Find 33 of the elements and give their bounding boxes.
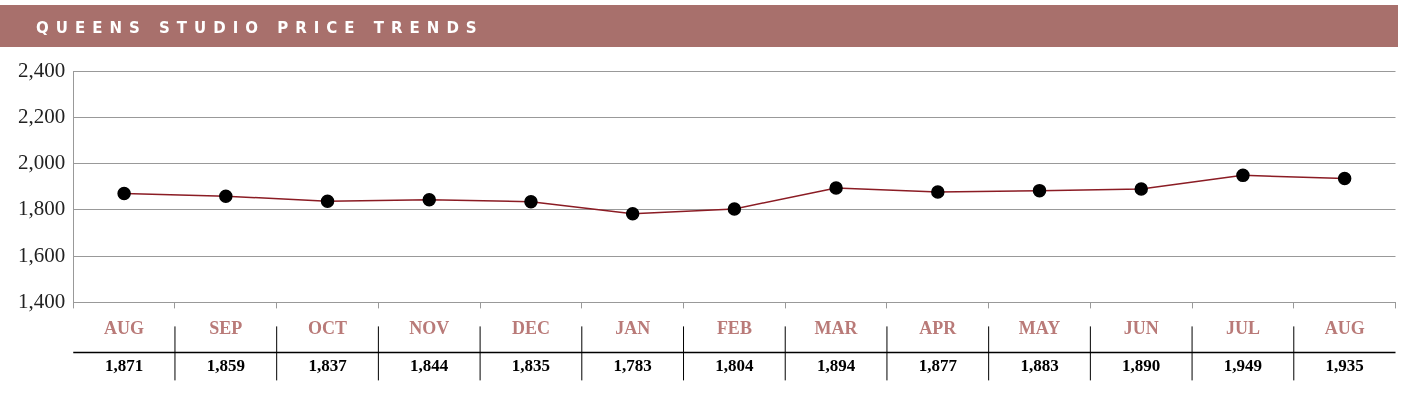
- data-label: 1,935: [1325, 355, 1364, 375]
- y-tick-label: 2,200: [18, 103, 66, 128]
- x-tick-label: AUG: [104, 317, 145, 338]
- data-label: 1,894: [816, 355, 856, 375]
- y-tick-label: 1,400: [18, 288, 66, 313]
- x-tick-label: FEB: [716, 317, 752, 338]
- x-tick-label: JUN: [1123, 317, 1159, 338]
- data-label: 1,859: [206, 355, 245, 375]
- data-label: 1,835: [511, 355, 551, 375]
- data-label: 1,804: [715, 355, 754, 375]
- x-tick-label: DEC: [511, 317, 550, 338]
- data-label: 1,844: [410, 355, 449, 375]
- data-label: 1,890: [1122, 355, 1161, 375]
- x-tick-label: MAR: [814, 317, 859, 338]
- data-label: 1,783: [613, 355, 652, 375]
- x-tick-label: SEP: [209, 317, 243, 338]
- y-tick-label: 2,000: [18, 150, 66, 175]
- x-tick-label: OCT: [308, 317, 348, 338]
- x-tick-label: NOV: [409, 317, 450, 338]
- data-label: 1,883: [1020, 355, 1059, 375]
- y-tick-label: 2,400: [18, 57, 66, 82]
- x-tick-label: MAY: [1018, 317, 1061, 338]
- data-label: 1,877: [918, 355, 958, 375]
- chart-title: QUEENS STUDIO PRICE TRENDS: [0, 5, 1398, 47]
- x-tick-label: AUG: [1324, 317, 1365, 338]
- data-label: 1,837: [308, 355, 348, 375]
- data-label: 1,871: [104, 355, 144, 375]
- x-tick-label: JUL: [1225, 317, 1260, 338]
- x-tick-label: JAN: [615, 317, 651, 338]
- x-tick-label: APR: [919, 317, 958, 338]
- data-label: 1,949: [1223, 355, 1263, 375]
- y-tick-label: 1,600: [18, 242, 66, 267]
- y-tick-label: 1,800: [18, 196, 66, 221]
